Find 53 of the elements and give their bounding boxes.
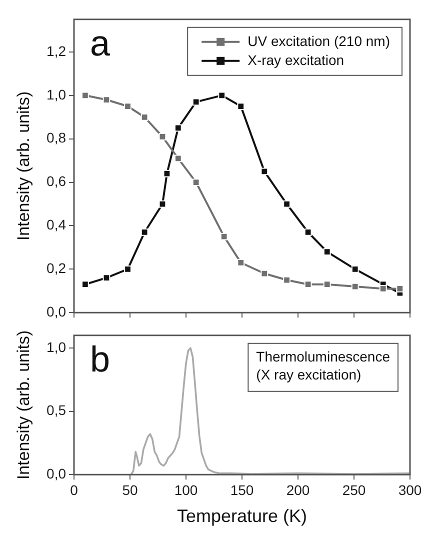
point — [237, 258, 245, 266]
y-tick-label: 0,5 — [46, 402, 66, 418]
y-tick-label: 0,0 — [46, 303, 66, 320]
point — [283, 276, 290, 284]
point — [237, 102, 245, 110]
point — [174, 124, 182, 132]
y-tick-label: 0,0 — [46, 465, 66, 482]
point — [218, 92, 226, 100]
legend-label: X-ray excitation — [248, 52, 344, 68]
y-tick-label: 0,8 — [46, 130, 66, 146]
annotation: Thermoluminescence — [256, 348, 390, 364]
annotation: (X ray excitation) — [256, 366, 362, 382]
y-tick-label: 1,0 — [46, 86, 66, 102]
point — [283, 200, 290, 208]
y-tick-label: 0,6 — [46, 173, 66, 190]
x-tick-label: 300 — [398, 482, 422, 498]
point — [140, 113, 148, 121]
point — [220, 232, 228, 240]
point — [351, 282, 359, 290]
point — [163, 170, 171, 178]
y-tick-label: 0,2 — [46, 260, 66, 276]
point — [158, 200, 166, 208]
x-tick-label: 0 — [70, 482, 78, 498]
x-tick-label: 250 — [342, 482, 366, 498]
point — [102, 96, 110, 104]
point — [82, 92, 89, 100]
point — [192, 178, 200, 186]
point — [192, 98, 200, 106]
point — [124, 265, 132, 273]
legend-label: UV excitation (210 nm) — [248, 32, 390, 49]
point — [260, 168, 268, 176]
y-tick-label: 1,2 — [46, 42, 66, 59]
x-tick-label: 200 — [286, 482, 310, 498]
point — [260, 270, 268, 278]
point — [396, 285, 404, 292]
x-tick-label: 100 — [174, 482, 198, 498]
x-tick-label: 50 — [122, 482, 138, 498]
point — [304, 228, 312, 236]
y-axis-title: Intensity (arb. units) — [14, 330, 33, 480]
y-axis-title: Intensity (arb. units) — [14, 91, 33, 241]
annotation: a — [90, 22, 111, 64]
x-axis-title: Temperature (K) — [176, 506, 308, 526]
point — [124, 102, 132, 110]
x-tick-label: 150 — [230, 482, 254, 498]
point — [351, 265, 359, 273]
point — [323, 248, 331, 256]
point — [158, 133, 166, 140]
point — [140, 228, 148, 236]
point — [174, 154, 182, 162]
annotation: b — [90, 338, 110, 380]
y-tick-label: 0,4 — [46, 216, 66, 233]
point — [379, 285, 387, 292]
y-tick-label: 1,0 — [46, 338, 66, 355]
